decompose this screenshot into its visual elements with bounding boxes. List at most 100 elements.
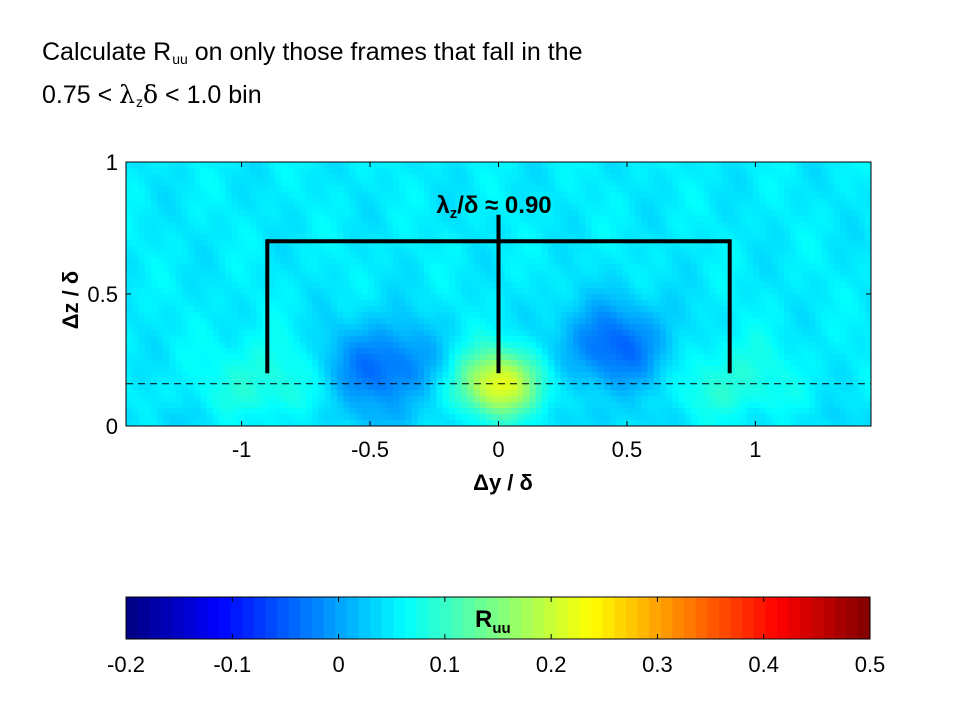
heatmap-cell <box>734 264 742 271</box>
heatmap-cell <box>479 342 487 349</box>
heatmap-cell <box>132 264 140 271</box>
heatmap-cell <box>318 288 326 295</box>
heatmap-cell <box>448 312 456 319</box>
heatmap-cell <box>535 210 543 217</box>
heatmap-cell <box>144 270 152 277</box>
heatmap-cell <box>206 408 214 415</box>
heatmap-cell <box>784 168 791 175</box>
heatmap-cell <box>467 300 475 307</box>
heatmap-cell <box>802 360 810 367</box>
heatmap-cell <box>523 324 531 331</box>
heatmap-cell <box>734 168 742 175</box>
heatmap-cell <box>790 186 798 193</box>
heatmap-cell <box>262 180 270 187</box>
heatmap-cell <box>846 396 853 403</box>
heatmap-cell <box>759 318 767 325</box>
heatmap-cell <box>212 240 220 247</box>
heatmap-cell <box>380 192 388 199</box>
heatmap-cell <box>473 390 481 397</box>
heatmap-cell <box>299 378 307 385</box>
heatmap-cell <box>759 234 767 241</box>
heatmap-cell <box>790 396 798 403</box>
heatmap-cell <box>219 330 226 337</box>
heatmap-cell <box>405 258 413 265</box>
heatmap-cell <box>361 294 369 301</box>
heatmap-cell <box>138 180 146 187</box>
heatmap-cell <box>337 186 344 193</box>
heatmap-cell <box>647 276 655 283</box>
heatmap-cell <box>324 162 332 169</box>
heatmap-cell <box>380 276 388 283</box>
heatmap-cell <box>399 306 406 313</box>
heatmap-cell <box>206 192 214 199</box>
heatmap-cell <box>709 318 717 325</box>
heatmap-cell <box>715 390 723 397</box>
heatmap-cell <box>268 240 276 247</box>
heatmap-cell <box>771 294 779 301</box>
heatmap-cell <box>653 390 661 397</box>
heatmap-cell <box>523 282 531 289</box>
heatmap-cell <box>560 402 568 409</box>
heatmap-cell <box>194 366 202 373</box>
heatmap-cell <box>306 306 313 313</box>
heatmap-cell <box>541 366 549 373</box>
heatmap-cell <box>312 198 320 205</box>
heatmap-cell <box>163 396 171 403</box>
heatmap-cell <box>864 360 871 367</box>
heatmap-cell <box>597 402 605 409</box>
heatmap-cell <box>852 348 860 355</box>
heatmap-cell <box>653 396 661 403</box>
heatmap-cell <box>666 222 673 229</box>
heatmap-cell <box>349 318 357 325</box>
heatmap-cell <box>392 330 400 337</box>
heatmap-cell <box>200 276 208 283</box>
heatmap-cell <box>802 378 810 385</box>
heatmap-cell <box>349 186 357 193</box>
heatmap-cell <box>852 240 860 247</box>
heatmap-cell <box>455 186 462 193</box>
heatmap-cell <box>777 294 785 301</box>
heatmap-cell <box>250 168 257 175</box>
heatmap-cell <box>473 234 481 241</box>
heatmap-cell <box>647 342 655 349</box>
heatmap-cell <box>802 204 810 211</box>
heatmap-cell <box>585 306 593 313</box>
heatmap-cell <box>181 288 189 295</box>
heatmap-cell <box>181 264 189 271</box>
heatmap-cell <box>330 348 338 355</box>
heatmap-cell <box>852 312 860 319</box>
heatmap-cell <box>566 192 574 199</box>
heatmap-cell <box>641 216 649 223</box>
heatmap-cell <box>858 318 866 325</box>
heatmap-cell <box>374 396 382 403</box>
heatmap-cell <box>386 354 394 361</box>
heatmap-cell <box>548 204 555 211</box>
heatmap-cell <box>250 222 257 229</box>
heatmap-cell <box>684 312 692 319</box>
heatmap-cell <box>268 252 276 259</box>
heatmap-cell <box>188 258 195 265</box>
heatmap-cell <box>510 390 518 397</box>
heatmap-cell <box>641 168 649 175</box>
heatmap-cell <box>237 402 245 409</box>
heatmap-cell <box>790 234 798 241</box>
heatmap-cell <box>486 342 493 349</box>
heatmap-cell <box>368 204 375 211</box>
heatmap-cell <box>790 330 798 337</box>
heatmap-cell <box>597 396 605 403</box>
heatmap-cell <box>448 354 456 361</box>
heatmap-cell <box>157 180 164 187</box>
heatmap-cell <box>157 258 164 265</box>
heatmap-cell <box>690 246 698 253</box>
heatmap-cell <box>802 180 810 187</box>
heatmap-cell <box>442 294 450 301</box>
heatmap-cell <box>169 324 177 331</box>
heatmap-cell <box>622 384 630 391</box>
heatmap-cell <box>448 402 456 409</box>
heatmap-cell <box>175 294 183 301</box>
heatmap-cell <box>461 282 469 289</box>
heatmap-cell <box>380 336 388 343</box>
heatmap-cell <box>306 288 313 295</box>
heatmap-cell <box>703 186 711 193</box>
heatmap-cell <box>666 276 673 283</box>
